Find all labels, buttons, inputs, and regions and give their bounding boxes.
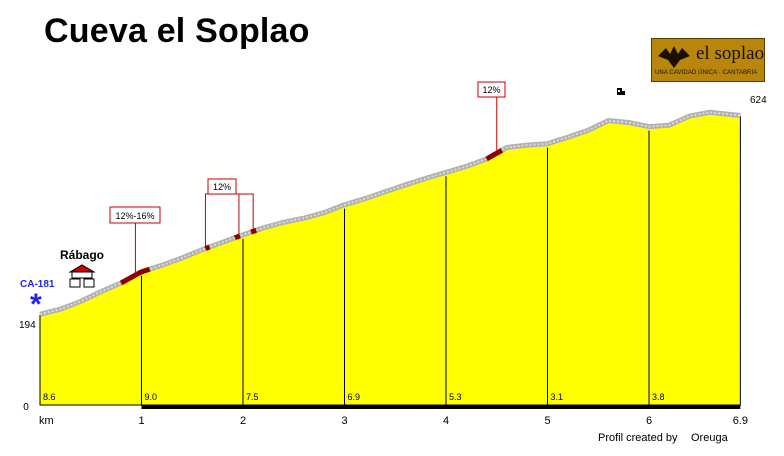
y-tick-label: 194 [19, 320, 36, 331]
callout-label: 12%-16% [115, 211, 154, 221]
km-bar [344, 405, 446, 409]
profile-layer: 8.6 9.0 7.5 6.9 5.3 3.1 3.8 12%-16% 12% 12% km 1 2 3 4… [19, 81, 767, 427]
y-tick-label: 0 [23, 402, 29, 413]
credit-author: Oreuga [691, 432, 728, 444]
asterisk-icon: * [30, 288, 42, 321]
x-tick-label: 2 [240, 415, 246, 427]
segment-gradient-label: 5.3 [449, 392, 462, 402]
x-tick-label: 6 [646, 415, 652, 427]
steep-ramp [250, 227, 257, 235]
callout-box [109, 206, 161, 224]
cave-building-icon [618, 90, 620, 92]
house-icon [69, 278, 81, 288]
x-tick-label: 3 [341, 415, 347, 427]
el-soplao-logo: el soplao UNA CAVIDAD ÚNICA · CANTABRIA [651, 38, 765, 82]
segment-gradient-label: 3.8 [652, 392, 665, 402]
callout-box [477, 81, 506, 98]
logo-tagline: UNA CAVIDAD ÚNICA · CANTABRIA [655, 70, 758, 76]
steep-ramp [233, 233, 241, 241]
x-tick-label: 1 [138, 415, 144, 427]
segment-gradient-label: 9.0 [145, 392, 158, 402]
x-tick-label: 4 [443, 415, 449, 427]
house-icon [83, 278, 95, 288]
steep-ramp [204, 244, 211, 251]
callout-leader [222, 193, 240, 235]
x-tick-label: 5 [544, 415, 550, 427]
steep-ramp [119, 266, 151, 286]
x-tick-label: 6.9 [733, 415, 748, 427]
house-icon [71, 271, 93, 279]
credit-label: Profil created by [598, 432, 678, 444]
road-line-texture [39, 111, 741, 316]
km-bar [547, 405, 649, 409]
callout-box [207, 178, 237, 195]
segment-gradient-label: 6.9 [348, 392, 361, 402]
bat-silhouette-icon [658, 46, 690, 68]
place-label-rabago: Rábago [60, 248, 104, 262]
elevation-area [39, 112, 741, 406]
y-tick-label: 624 [750, 95, 767, 106]
x-axis-label: km [39, 415, 54, 427]
road-name-label: CA-181 [20, 279, 55, 290]
callout-leader [222, 193, 254, 230]
segment-gradient-label: 7.5 [246, 392, 259, 402]
segment-gradient-label: 3.1 [551, 392, 564, 402]
callout-leader [204, 193, 222, 247]
steep-ramp [485, 148, 504, 162]
segment-gradient-label: 8.6 [43, 392, 56, 402]
house-icon [68, 264, 96, 273]
cave-building-icon [622, 91, 625, 95]
callout-label: 12% [213, 182, 231, 192]
callout-label: 12% [482, 85, 500, 95]
page-title: Cueva el Soplao [44, 12, 310, 50]
logo-name: el soplao [696, 43, 765, 64]
